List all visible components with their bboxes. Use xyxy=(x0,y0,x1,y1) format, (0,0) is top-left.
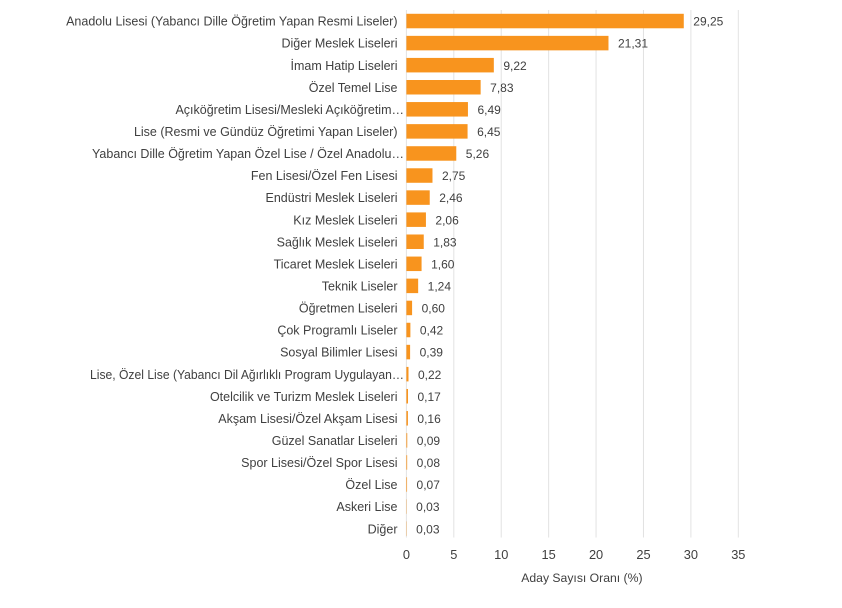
svg-text:Ticaret Meslek Liseleri: Ticaret Meslek Liseleri xyxy=(274,257,398,271)
svg-text:Diğer Meslek Liseleri: Diğer Meslek Liseleri xyxy=(281,37,397,51)
svg-text:0: 0 xyxy=(403,547,410,562)
svg-text:Otelcilik ve Turizm Meslek Lis: Otelcilik ve Turizm Meslek Liseleri xyxy=(210,390,398,404)
svg-text:Aday Sayısı Oranı (%): Aday Sayısı Oranı (%) xyxy=(521,571,642,585)
svg-text:0,16: 0,16 xyxy=(417,412,441,426)
svg-text:35: 35 xyxy=(731,547,745,562)
svg-text:Güzel Sanatlar Liseleri: Güzel Sanatlar Liseleri xyxy=(272,434,398,448)
svg-text:Teknik Liseler: Teknik Liseler xyxy=(322,279,398,293)
svg-text:Fen Lisesi/Özel Fen Lisesi: Fen Lisesi/Özel Fen Lisesi xyxy=(251,169,398,183)
svg-text:5: 5 xyxy=(450,547,457,562)
svg-text:Akşam Lisesi/Özel Akşam Lisesi: Akşam Lisesi/Özel Akşam Lisesi xyxy=(218,412,397,426)
svg-text:Kız Meslek Liseleri: Kız Meslek Liseleri xyxy=(293,213,397,227)
svg-text:0,17: 0,17 xyxy=(418,390,442,404)
svg-text:Özel Lise: Özel Lise xyxy=(345,478,397,492)
svg-text:Lise, Özel Lise (Yabancı Dil A: Lise, Özel Lise (Yabancı Dil Ağırlıklı P… xyxy=(90,368,404,382)
svg-text:25: 25 xyxy=(636,547,650,562)
svg-text:Spor Lisesi/Özel Spor Lisesi: Spor Lisesi/Özel Spor Lisesi xyxy=(241,456,397,470)
svg-text:30: 30 xyxy=(684,547,698,562)
svg-text:0,22: 0,22 xyxy=(418,368,442,382)
svg-text:6,45: 6,45 xyxy=(477,125,501,139)
svg-text:15: 15 xyxy=(542,547,556,562)
svg-text:Çok Programlı Liseler: Çok Programlı Liseler xyxy=(277,324,397,338)
svg-text:9,22: 9,22 xyxy=(503,59,527,73)
svg-text:Sağlık Meslek Liseleri: Sağlık Meslek Liseleri xyxy=(277,235,398,249)
svg-text:29,25: 29,25 xyxy=(693,15,723,29)
svg-text:İmam Hatip Liseleri: İmam Hatip Liseleri xyxy=(291,59,398,73)
svg-text:21,31: 21,31 xyxy=(618,37,648,51)
svg-text:0,39: 0,39 xyxy=(420,346,444,360)
svg-text:Açıköğretim Lisesi/Mesleki Açı: Açıköğretim Lisesi/Mesleki Açıköğretim… xyxy=(175,103,404,117)
svg-text:0,42: 0,42 xyxy=(420,324,444,338)
svg-text:Sosyal Bilimler Lisesi: Sosyal Bilimler Lisesi xyxy=(280,346,397,360)
svg-text:1,24: 1,24 xyxy=(428,279,452,293)
svg-text:0,03: 0,03 xyxy=(416,522,440,536)
svg-text:2,46: 2,46 xyxy=(439,191,463,205)
svg-text:5,26: 5,26 xyxy=(466,147,490,161)
svg-text:Endüstri Meslek Liseleri: Endüstri Meslek Liseleri xyxy=(266,191,398,205)
svg-text:Lise (Resmi ve Gündüz Öğretimi: Lise (Resmi ve Gündüz Öğretimi Yapan Lis… xyxy=(134,125,398,139)
svg-text:7,83: 7,83 xyxy=(490,81,514,95)
svg-text:1,60: 1,60 xyxy=(431,257,455,271)
svg-text:0,09: 0,09 xyxy=(417,434,441,448)
svg-text:0,03: 0,03 xyxy=(416,500,440,514)
svg-text:0,08: 0,08 xyxy=(417,456,441,470)
svg-text:Öğretmen Liseleri: Öğretmen Liseleri xyxy=(299,302,398,316)
svg-text:Anadolu Lisesi (Yabancı Dille: Anadolu Lisesi (Yabancı Dille Öğretim Ya… xyxy=(66,15,397,29)
svg-text:2,75: 2,75 xyxy=(442,169,466,183)
svg-text:Yabancı Dille Öğretim Yapan Öz: Yabancı Dille Öğretim Yapan Özel Lise / … xyxy=(92,147,404,161)
svg-text:2,06: 2,06 xyxy=(435,213,459,227)
svg-text:6,49: 6,49 xyxy=(477,103,501,117)
svg-text:0,07: 0,07 xyxy=(417,478,441,492)
svg-text:Diğer: Diğer xyxy=(368,522,398,536)
svg-text:10: 10 xyxy=(494,547,508,562)
svg-text:20: 20 xyxy=(589,547,603,562)
svg-text:0,60: 0,60 xyxy=(422,302,446,316)
svg-text:1,83: 1,83 xyxy=(433,235,457,249)
svg-text:Askeri Lise: Askeri Lise xyxy=(336,500,397,514)
svg-text:Özel Temel Lise: Özel Temel Lise xyxy=(309,81,398,95)
